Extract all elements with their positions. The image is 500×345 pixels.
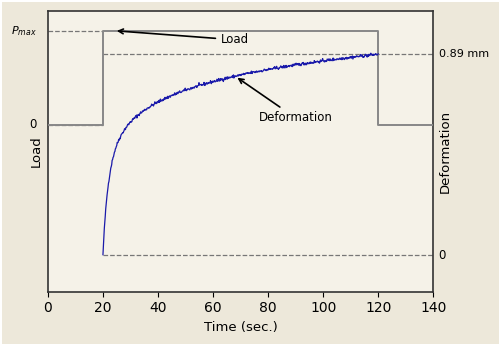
Text: Load: Load — [118, 29, 249, 46]
X-axis label: Time (sec.): Time (sec.) — [204, 321, 278, 334]
Text: $P_{max}$: $P_{max}$ — [11, 24, 37, 38]
Text: 0: 0 — [30, 118, 37, 131]
Y-axis label: Deformation: Deformation — [439, 110, 452, 193]
Text: 0: 0 — [438, 249, 446, 262]
Text: Deformation: Deformation — [239, 79, 332, 125]
Y-axis label: Load: Load — [30, 136, 43, 167]
Text: 0.89 mm: 0.89 mm — [438, 49, 489, 59]
